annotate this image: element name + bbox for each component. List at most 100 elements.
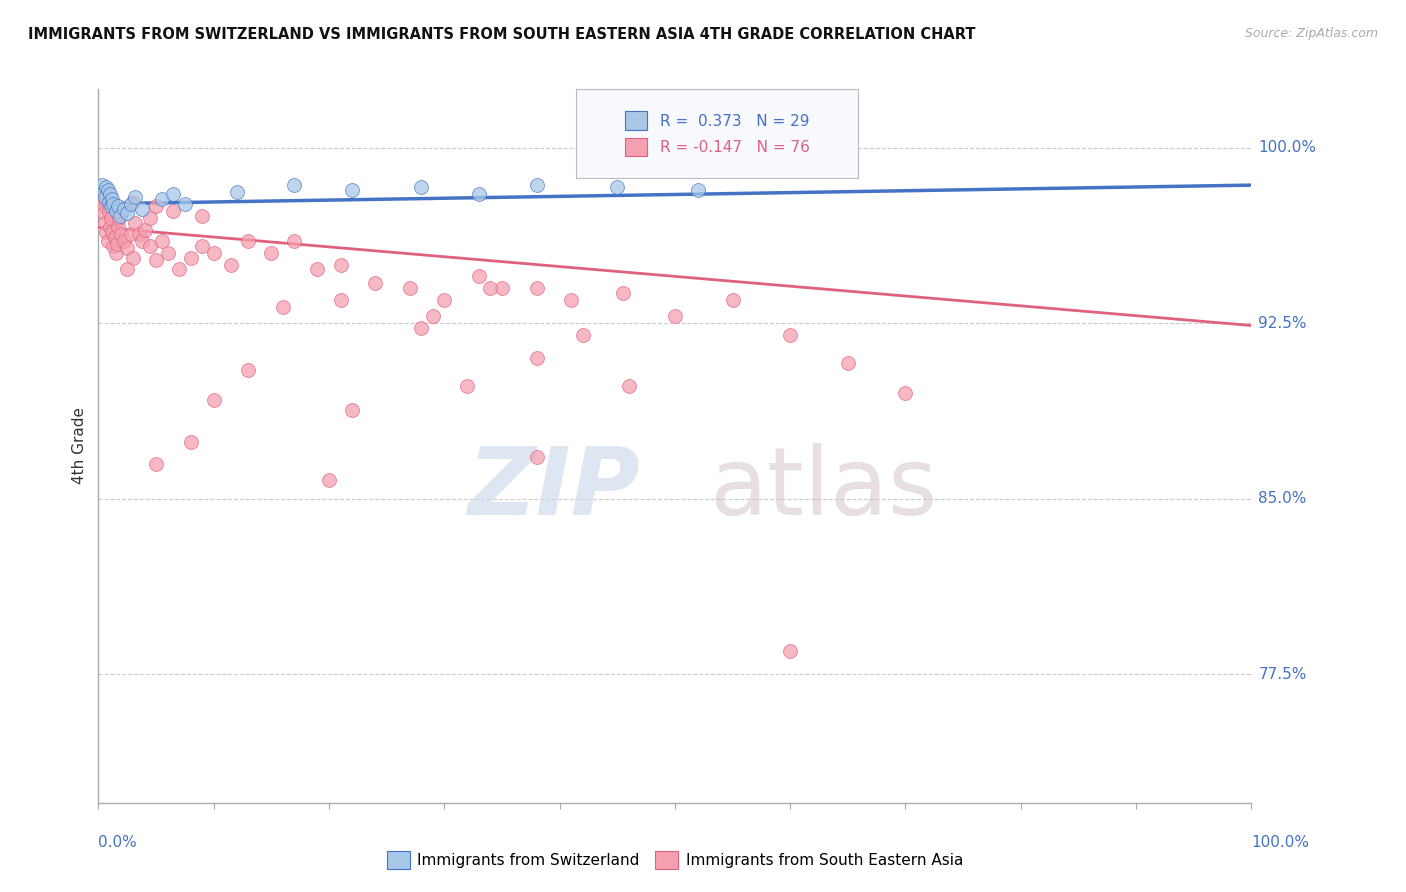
Point [411,321,433,335]
Point [271,300,294,314]
Point [526,450,548,464]
Point [94,190,117,204]
Point [96,225,118,239]
Point [139,211,162,225]
Point [686,183,709,197]
Y-axis label: 4th Grade: 4th Grade [72,408,87,484]
Text: ZIP: ZIP [467,442,640,535]
Point [162,203,184,218]
Point [101,225,124,239]
Point [100,199,122,213]
Point [191,239,214,253]
Point [108,211,131,225]
Point [225,185,247,199]
Point [664,309,686,323]
Point [96,180,118,194]
Point [90,192,112,206]
Text: 100.0%: 100.0% [1258,140,1316,155]
Point [238,363,260,377]
Point [283,178,305,193]
Point [219,258,242,272]
Point [103,197,125,211]
Point [117,241,138,255]
Point [174,197,197,211]
Point [120,227,142,242]
Point [779,327,801,342]
Point [97,194,120,209]
Point [101,192,124,206]
Point [107,199,129,213]
Point [150,234,173,248]
Text: 0.0%: 0.0% [98,836,138,850]
Point [100,211,122,225]
Point [124,190,146,204]
Text: 77.5%: 77.5% [1258,666,1306,681]
Point [90,178,112,193]
Point [468,269,491,284]
Point [894,386,917,401]
Point [422,309,444,323]
Point [97,203,120,218]
Text: Source: ZipAtlas.com: Source: ZipAtlas.com [1244,27,1378,40]
Point [307,262,329,277]
Legend: Immigrants from Switzerland, Immigrants from South Eastern Asia: Immigrants from Switzerland, Immigrants … [381,845,969,875]
Point [98,187,121,202]
Point [202,246,225,260]
Point [837,356,859,370]
Point [318,473,340,487]
Point [479,281,502,295]
Text: IMMIGRANTS FROM SWITZERLAND VS IMMIGRANTS FROM SOUTH EASTERN ASIA 4TH GRADE CORR: IMMIGRANTS FROM SWITZERLAND VS IMMIGRANT… [28,27,976,42]
Point [97,234,120,248]
Point [329,258,352,272]
Point [107,220,129,235]
Point [433,293,456,307]
Point [110,206,132,220]
Point [128,227,150,242]
Point [526,351,548,366]
Point [117,206,138,220]
Point [560,293,582,307]
Point [612,285,634,300]
Point [131,234,153,248]
Point [398,281,420,295]
Point [526,281,548,295]
Point [180,435,202,450]
Point [117,262,138,277]
Point [156,246,179,260]
Point [150,192,173,206]
Point [103,239,125,253]
Text: 85.0%: 85.0% [1258,491,1306,506]
Text: 100.0%: 100.0% [1251,836,1309,850]
Point [238,234,260,248]
Point [617,379,640,393]
Point [167,262,190,277]
Text: atlas: atlas [710,442,938,535]
Point [260,246,283,260]
Point [145,457,167,471]
Point [340,183,363,197]
Point [411,180,433,194]
Point [145,252,167,267]
Point [191,209,214,223]
Point [98,220,121,235]
Point [104,246,127,260]
Point [97,183,120,197]
Point [491,281,513,295]
Point [93,206,115,220]
Point [122,194,145,209]
Point [283,234,305,248]
Point [721,293,744,307]
Point [526,178,548,193]
Point [103,229,125,244]
Point [202,393,225,408]
Point [606,180,628,194]
Point [131,202,153,216]
Point [93,185,115,199]
Point [456,379,478,393]
Point [180,251,202,265]
Point [139,239,162,253]
Point [104,203,127,218]
Point [329,293,352,307]
Point [122,251,145,265]
Point [110,227,132,242]
